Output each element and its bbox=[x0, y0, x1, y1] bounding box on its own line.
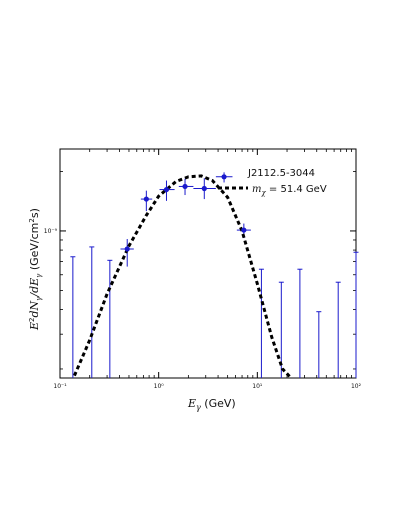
data-point bbox=[201, 185, 207, 192]
legend-label: mχ = 51.4 GeV bbox=[252, 184, 327, 197]
x-tick-label: 10¹ bbox=[252, 383, 263, 390]
data-point bbox=[143, 196, 149, 202]
data-point bbox=[124, 246, 130, 252]
y-axis-label: E2dNγ/dEγ (GeV/cm2s) bbox=[28, 208, 43, 331]
model-curve bbox=[73, 174, 293, 380]
data-point bbox=[221, 174, 227, 180]
data-point bbox=[241, 227, 247, 233]
x-axis-label: Eγ (GeV) bbox=[187, 397, 236, 412]
data-point bbox=[163, 186, 170, 193]
x-tick-label: 10⁰ bbox=[154, 383, 165, 390]
axis-ticks: 10⁻¹ 10⁰ 10¹ 10² 10⁻⁹ bbox=[44, 149, 362, 390]
upper-limits bbox=[70, 246, 359, 378]
x-tick-label: 10⁻¹ bbox=[53, 383, 67, 390]
x-tick-label: 10² bbox=[351, 383, 362, 390]
source-label: J2112.5-3044 bbox=[247, 168, 315, 179]
y-tick-label: 10⁻⁹ bbox=[44, 228, 58, 235]
data-points bbox=[124, 174, 247, 252]
data-point bbox=[182, 183, 188, 190]
